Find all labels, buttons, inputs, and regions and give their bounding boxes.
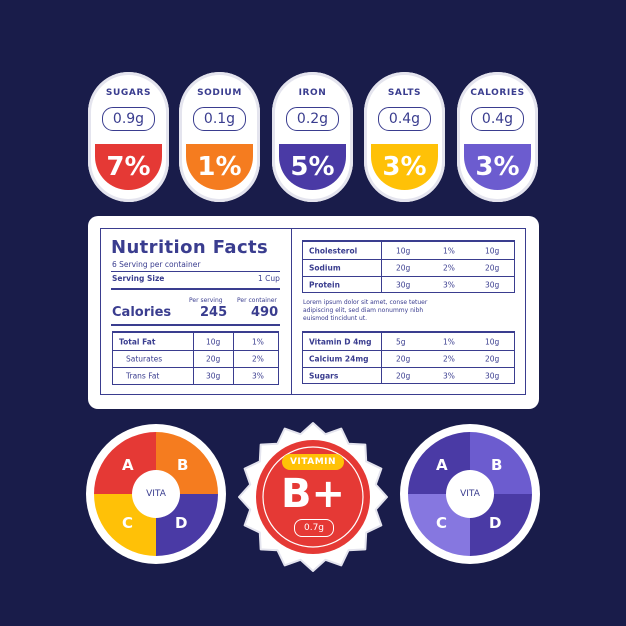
table-row: Trans Fat 30g 3% bbox=[113, 367, 278, 384]
table-row: Sugars 20g 3% 30g bbox=[303, 367, 514, 383]
cholesterol-table: Cholesterol 10g 1% 10g Sodium 20g 2% 20g… bbox=[302, 240, 515, 293]
row-name: Sugars bbox=[309, 371, 339, 380]
pill-salts: SALTS 0.4g 3% bbox=[364, 72, 445, 202]
row-amount: 10g bbox=[206, 337, 221, 346]
pill-amount: 0.4g bbox=[378, 107, 431, 131]
row-percent: 3% bbox=[443, 371, 455, 380]
pill-iron: IRON 0.2g 5% bbox=[272, 72, 353, 202]
wheel-letter-a: A bbox=[436, 456, 448, 474]
pill-amount: 0.4g bbox=[471, 107, 524, 131]
row-name: Calcium 24mg bbox=[309, 354, 369, 364]
table-row: Calcium 24mg 20g 2% 20g bbox=[303, 350, 514, 367]
row-name: Total Fat bbox=[119, 337, 156, 346]
pill-name: SODIUM bbox=[197, 88, 242, 98]
pill-name: IRON bbox=[298, 88, 327, 98]
row-amount: 10g bbox=[396, 246, 411, 255]
table-row: Total Fat 10g 1% bbox=[113, 332, 278, 350]
rule-thick bbox=[111, 288, 280, 290]
table-row: Saturates 20g 2% bbox=[113, 350, 278, 367]
row-name: Saturates bbox=[126, 354, 163, 364]
nutrition-card bbox=[88, 216, 539, 409]
row-name: Vitamin D 4mg bbox=[309, 337, 372, 346]
wheel-letter-a: A bbox=[122, 456, 134, 474]
nutrition-card-frame bbox=[100, 228, 526, 395]
fat-table: Total Fat 10g 1% Saturates 20g 2% Trans … bbox=[112, 331, 279, 385]
row-amount-2: 30g bbox=[485, 371, 500, 380]
pill-amount: 0.9g bbox=[102, 107, 155, 131]
row-percent: 1% bbox=[252, 337, 264, 346]
badge-value: B+ bbox=[280, 471, 345, 517]
serving-size-label: Serving Size bbox=[112, 274, 165, 283]
badge-amount: 0.7g bbox=[294, 519, 334, 537]
badge-label: VITAMIN bbox=[282, 454, 344, 470]
row-name: Trans Fat bbox=[126, 371, 160, 381]
pill-percent: 5% bbox=[279, 144, 346, 190]
serving-size-value: 1 Cup bbox=[258, 274, 280, 283]
calories-per-container: 490 bbox=[251, 305, 279, 320]
row-percent: 1% bbox=[443, 337, 455, 346]
row-percent: 2% bbox=[252, 354, 264, 364]
row-amount: 20g bbox=[396, 371, 411, 380]
table-row: Cholesterol 10g 1% 10g bbox=[303, 241, 514, 259]
row-amount: 20g bbox=[206, 354, 221, 364]
row-amount-2: 20g bbox=[485, 354, 500, 364]
row-amount: 20g bbox=[396, 263, 411, 273]
servings-text: 6 Serving per container bbox=[112, 260, 201, 269]
pill-name: CALORIES bbox=[470, 88, 525, 98]
row-percent: 2% bbox=[443, 263, 455, 273]
wheel-letter-b: B bbox=[177, 456, 189, 474]
row-percent: 2% bbox=[443, 354, 455, 364]
row-amount-2: 30g bbox=[485, 280, 500, 289]
card-divider bbox=[291, 228, 292, 395]
nutrition-title: Nutrition Facts bbox=[111, 237, 269, 258]
wheel-letter-d: D bbox=[489, 514, 502, 532]
pill-amount: 0.2g bbox=[286, 107, 339, 131]
row-name: Cholesterol bbox=[309, 246, 358, 255]
row-amount: 5g bbox=[396, 337, 406, 346]
pill-name: SALTS bbox=[387, 88, 422, 98]
row-amount: 20g bbox=[396, 354, 411, 364]
wheel-hub: VITA bbox=[446, 470, 494, 518]
row-amount-2: 10g bbox=[485, 246, 500, 255]
calories-label: Calories bbox=[112, 305, 172, 320]
pill-percent: 1% bbox=[186, 144, 253, 190]
pill-sugars: SUGARS 0.9g 7% bbox=[88, 72, 169, 202]
wheel-hub: VITA bbox=[132, 470, 180, 518]
calories-per-serving: 245 bbox=[200, 305, 228, 320]
row-amount-2: 20g bbox=[485, 263, 500, 273]
row-amount: 30g bbox=[396, 280, 411, 289]
pill-name: SUGARS bbox=[105, 88, 152, 98]
row-percent: 1% bbox=[443, 246, 455, 255]
pill-calories: CALORIES 0.4g 3% bbox=[457, 72, 538, 202]
wheel-letter-d: D bbox=[175, 514, 188, 532]
vitamin-wheel-right: A B C D VITA bbox=[400, 424, 540, 564]
rule bbox=[111, 271, 280, 272]
row-amount: 30g bbox=[206, 371, 221, 381]
pill-amount: 0.1g bbox=[193, 107, 246, 131]
row-amount-2: 10g bbox=[485, 337, 500, 346]
wheel-letter-b: B bbox=[491, 456, 503, 474]
wheel-letter-c: C bbox=[436, 514, 448, 532]
pill-percent: 3% bbox=[371, 144, 438, 190]
pill-sodium: SODIUM 0.1g 1% bbox=[179, 72, 260, 202]
wheel-letter-c: C bbox=[122, 514, 134, 532]
per-serving-label: Per serving bbox=[189, 297, 223, 304]
vitamin-table: Vitamin D 4mg 5g 1% 10g Calcium 24mg 20g… bbox=[302, 331, 515, 384]
per-container-label: Per container bbox=[237, 297, 277, 304]
badge-ring bbox=[262, 446, 364, 548]
table-row: Protein 30g 3% 30g bbox=[303, 276, 514, 292]
vitamin-wheel-left: A B C D VITA bbox=[86, 424, 226, 564]
table-row: Vitamin D 4mg 5g 1% 10g bbox=[303, 332, 514, 350]
pill-percent: 7% bbox=[95, 144, 162, 190]
row-name: Protein bbox=[309, 280, 340, 289]
lorem-text: Lorem ipsum dolor sit amet, conse tetuer… bbox=[303, 299, 428, 322]
row-name: Sodium bbox=[309, 263, 341, 273]
rule-thick bbox=[111, 324, 280, 326]
row-percent: 3% bbox=[443, 280, 455, 289]
row-percent: 3% bbox=[252, 371, 264, 381]
pill-percent: 3% bbox=[464, 144, 531, 190]
table-row: Sodium 20g 2% 20g bbox=[303, 259, 514, 276]
